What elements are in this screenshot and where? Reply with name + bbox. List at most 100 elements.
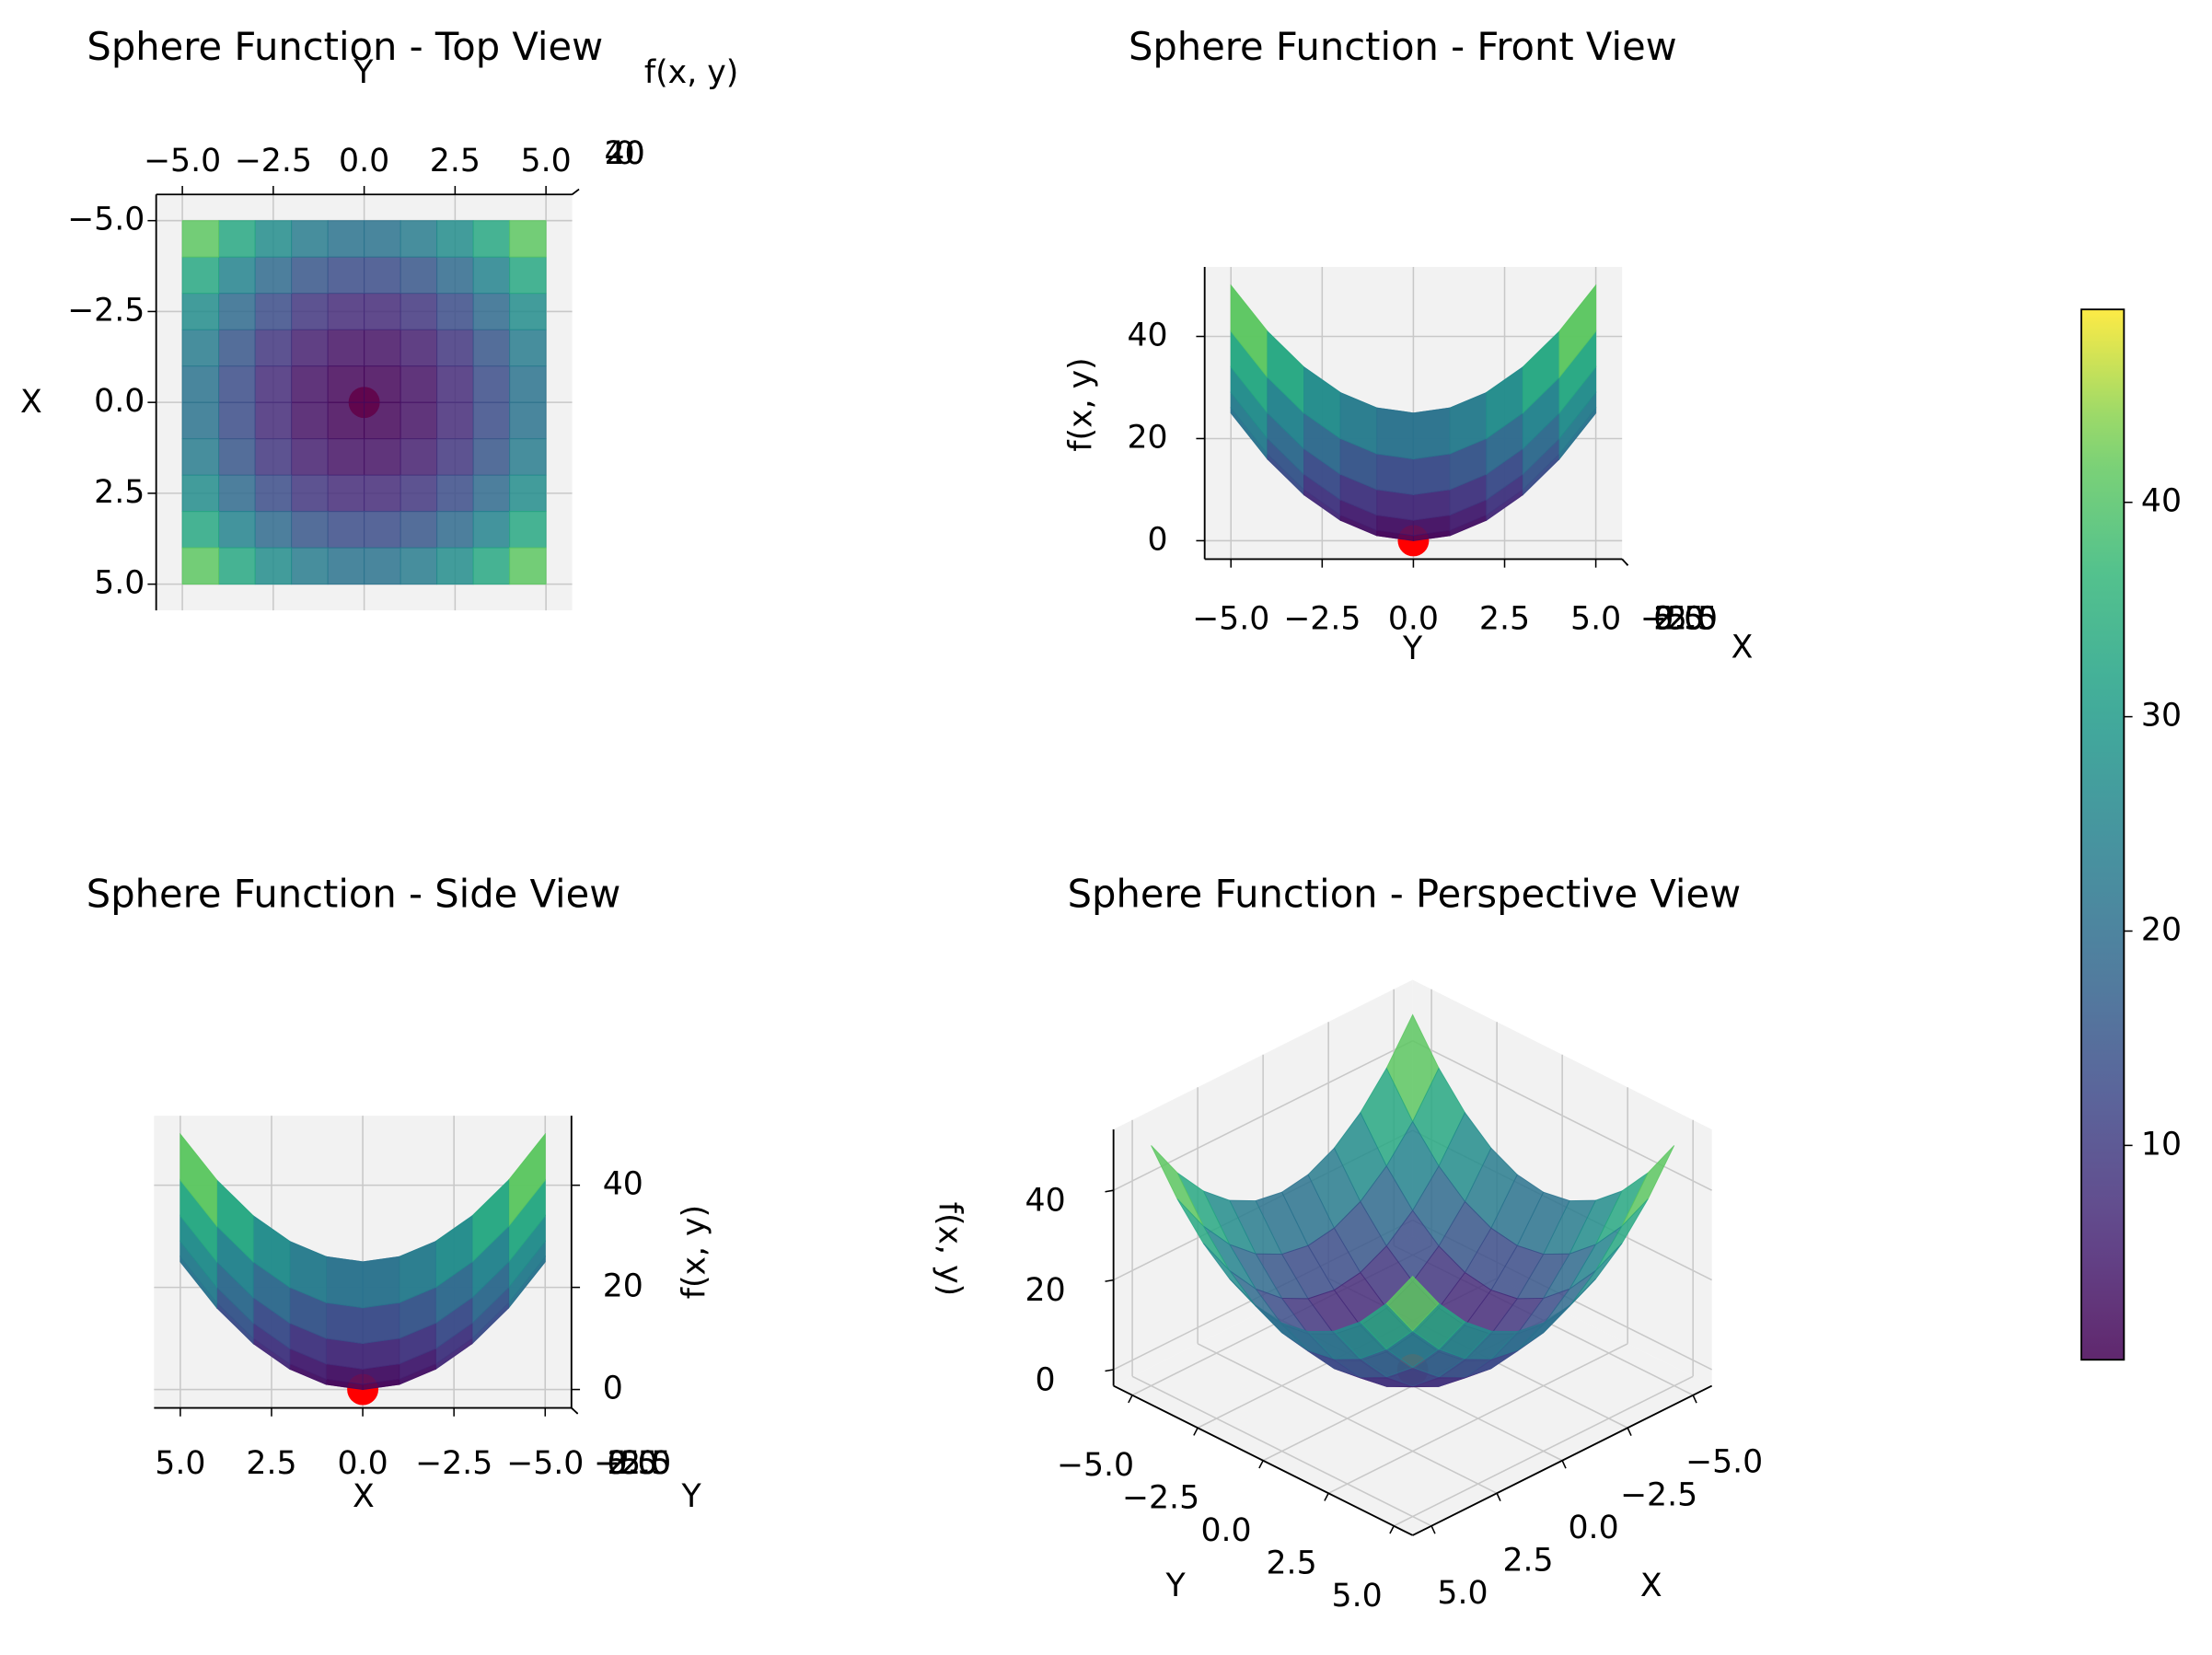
y-tick-label: 0.0 [608,1445,658,1482]
surface-patch [218,329,256,367]
z-tick-label: 40 [603,1166,643,1203]
surface-patch [400,293,438,330]
surface-patch [436,220,474,258]
x-tick-label: 5.0 [1653,601,1704,638]
colorbar-tick-label: 40 [2141,483,2182,520]
surface-patch [436,365,474,403]
y-tick-label: 2.5 [1479,601,1530,638]
tick-mark [1692,1395,1697,1404]
surface-patch [218,474,256,513]
surface-patch [218,293,256,330]
y-axis-label: Y [681,1478,702,1515]
surface-patch [364,438,401,476]
z-tick-label: 20 [1127,419,1167,456]
surface-patch [362,1256,400,1309]
y-tick-label: 5.0 [1570,601,1621,638]
surface-patch [291,329,329,367]
x-tick-label: 2.5 [1502,1542,1553,1579]
subplot-title: Sphere Function - Side View [87,872,621,917]
surface-patch [364,329,401,367]
surface-patch [509,220,547,258]
y-tick-label: 2.5 [430,143,481,179]
surface-patch [254,438,293,476]
surface-patch [291,293,329,330]
subplot-title: Sphere Function - Front View [1129,24,1677,69]
surface-patch [364,401,401,440]
surface-patch [254,511,293,549]
z-tick-label: 0 [603,1371,623,1407]
z-tick-label: 0 [615,135,635,172]
z-tick-label: 40 [1025,1183,1066,1220]
surface-patch [472,365,511,403]
y-tick-label: 0.0 [1388,601,1439,638]
surface-patch [327,293,365,330]
surface-patch [472,474,511,513]
surface-patch [1385,1275,1440,1332]
surface-patch [291,220,329,258]
tick-mark [1324,1492,1329,1501]
surface-patch [254,547,293,585]
surface-patch [325,1256,364,1309]
surface-patch [472,329,511,367]
surface-patch [364,256,401,295]
tick-mark [572,189,580,195]
tick-mark [1193,1427,1199,1436]
surface-patch [472,220,511,258]
surface-patch [400,511,438,549]
surface-patch [472,438,511,476]
surface-patch [291,474,329,513]
x-tick-label: 0.0 [337,1445,388,1482]
x-tick-label: −5.0 [506,1445,584,1482]
surface-patch [181,365,220,403]
surface-patch [291,401,329,440]
subplot: Sphere Function - Front View−5.0−2.50.02… [1062,24,1753,667]
y-tick-label: 0.0 [339,143,389,179]
surface-patch [325,1302,364,1345]
surface-patch [1376,453,1414,496]
y-tick-label: −5.0 [1192,601,1269,638]
surface-patch [218,256,256,295]
surface-patch [254,401,293,440]
surface-patch [291,256,329,295]
z-tick-label: 40 [1127,318,1167,354]
x-tick-label: −5.0 [1685,1444,1763,1481]
surface-patch [218,547,256,585]
x-tick-label: 0.0 [1568,1510,1618,1546]
x-tick-label: −2.5 [1640,601,1718,638]
surface-patch [364,220,401,258]
x-tick-label: −5.0 [1640,601,1718,638]
surface-patch [509,511,547,549]
grid-line [1327,1343,1628,1494]
surface-patch [254,329,293,367]
surface-patch [291,438,329,476]
surface-patch [364,511,401,549]
surface-patch [327,511,365,549]
surface-patch [509,365,547,403]
z-tick-label: 40 [605,135,645,172]
subplot: Sphere Function - Perspective View−5.0−2… [931,872,1763,1614]
surface-patch [218,401,256,440]
colorbar [2080,308,2125,1361]
subplot: Sphere Function - Top View −5.0 −2.5 0.0 2.5… [20,24,738,611]
surface-patch [436,474,474,513]
surface-patch [436,547,474,585]
surface-patch [291,511,329,549]
z-axis-label: f(x, y) [677,1205,713,1299]
x-tick-label: 2.5 [246,1445,296,1482]
surface-patch [1412,453,1451,496]
surface-patch [327,438,365,476]
x-axis-label: X [1731,630,1754,666]
surface-patch [400,256,438,295]
surface-patch [181,256,220,295]
tick-mark [1258,1460,1264,1469]
surface-patch [436,438,474,476]
surface-patch [1558,284,1597,379]
y-axis-label: Y [353,54,374,91]
y-tick-label: 5.0 [521,143,572,179]
tick-mark [1627,1427,1632,1436]
surface-patch [181,220,220,258]
x-tick-label: −2.5 [67,292,145,329]
surface-patch [472,401,511,440]
